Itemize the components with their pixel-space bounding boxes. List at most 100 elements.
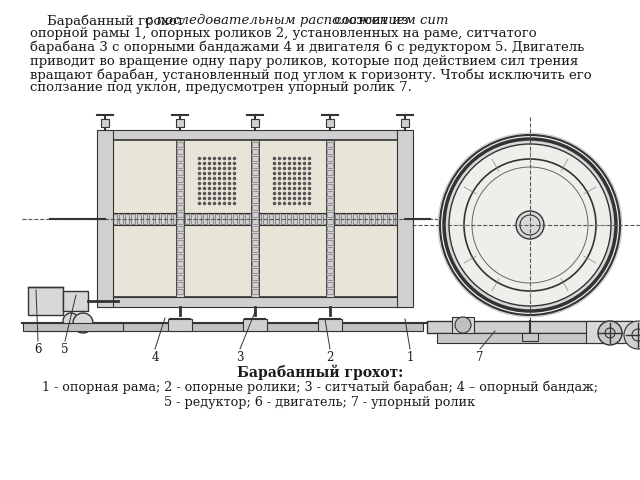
Bar	[263, 214, 267, 224]
Bar	[252, 205, 258, 210]
Bar	[400, 226, 406, 231]
Bar	[252, 177, 258, 182]
Ellipse shape	[63, 313, 79, 329]
Text: 4: 4	[151, 351, 159, 364]
Bar	[327, 205, 333, 210]
Bar	[347, 214, 351, 224]
Bar	[177, 275, 183, 280]
Bar	[102, 149, 108, 154]
Bar	[252, 233, 258, 238]
Bar	[197, 214, 201, 224]
Bar	[177, 226, 183, 231]
Bar	[400, 198, 406, 203]
Bar	[327, 191, 333, 196]
Bar	[252, 191, 258, 196]
Bar	[239, 214, 243, 224]
Bar	[327, 254, 333, 259]
Bar	[353, 214, 357, 224]
Bar	[102, 177, 108, 182]
Bar	[177, 268, 183, 273]
Bar	[400, 149, 406, 154]
Bar	[401, 214, 405, 224]
Bar	[400, 142, 406, 147]
Bar	[371, 214, 375, 224]
Bar	[252, 219, 258, 224]
Bar	[177, 170, 183, 175]
Text: состоит из: состоит из	[330, 14, 408, 27]
Bar	[293, 214, 297, 224]
Ellipse shape	[516, 211, 544, 239]
Bar	[586, 321, 636, 343]
Text: 6: 6	[35, 343, 42, 356]
Bar	[299, 214, 303, 224]
Bar	[327, 170, 333, 175]
Bar	[252, 240, 258, 245]
Text: 1 - опорная рама; 2 - опорные ролики; 3 - ситчатый барабан; 4 – опорный бандаж;: 1 - опорная рама; 2 - опорные ролики; 3 …	[42, 380, 598, 394]
Bar	[327, 261, 333, 266]
Bar	[252, 275, 258, 280]
Bar	[257, 214, 261, 224]
Bar	[125, 214, 129, 224]
Ellipse shape	[624, 321, 640, 349]
Bar	[400, 170, 406, 175]
Bar	[173, 214, 177, 224]
Text: 2: 2	[326, 351, 333, 364]
Bar	[400, 233, 406, 238]
Bar	[327, 156, 333, 161]
Bar	[327, 184, 333, 189]
Bar	[233, 214, 237, 224]
Bar	[341, 214, 345, 224]
Bar	[161, 214, 165, 224]
Bar	[329, 214, 333, 224]
Bar	[28, 287, 63, 315]
Bar	[252, 198, 258, 203]
Bar	[102, 163, 108, 168]
Bar	[252, 226, 258, 231]
Bar	[327, 149, 333, 154]
Bar	[401, 119, 409, 127]
Bar	[177, 156, 183, 161]
Bar	[177, 247, 183, 252]
Bar	[400, 205, 406, 210]
Bar	[177, 282, 183, 287]
Bar	[177, 149, 183, 154]
Bar	[177, 191, 183, 196]
Bar	[97, 130, 113, 307]
Bar	[177, 205, 183, 210]
Text: Барабанный грохот: Барабанный грохот	[30, 14, 188, 27]
Bar	[102, 212, 108, 217]
Bar	[281, 214, 285, 224]
Bar	[252, 268, 258, 273]
Bar	[400, 254, 406, 259]
Bar	[105, 213, 405, 225]
Bar	[327, 163, 333, 168]
Bar	[149, 214, 153, 224]
Bar	[400, 219, 406, 224]
Bar	[177, 163, 183, 168]
Ellipse shape	[73, 313, 93, 333]
Bar	[400, 212, 406, 217]
Bar	[252, 247, 258, 252]
Text: приводит во вращение одну пару роликов, которые под действием сил трения: приводит во вращение одну пару роликов, …	[30, 55, 579, 68]
Bar	[252, 282, 258, 287]
Bar	[400, 261, 406, 266]
Bar	[318, 319, 342, 331]
Ellipse shape	[438, 133, 622, 317]
Bar	[209, 214, 213, 224]
Bar	[252, 149, 258, 154]
Bar	[252, 156, 258, 161]
Bar	[227, 214, 231, 224]
Bar	[287, 214, 291, 224]
Text: Барабанный грохот:: Барабанный грохот:	[237, 364, 403, 380]
Bar	[427, 321, 633, 333]
Bar	[327, 247, 333, 252]
Bar	[327, 212, 333, 217]
Bar	[102, 268, 108, 273]
Bar	[176, 119, 184, 127]
Ellipse shape	[444, 139, 616, 311]
Bar	[177, 233, 183, 238]
Text: 5: 5	[61, 343, 68, 356]
Bar	[107, 214, 111, 224]
Bar	[400, 282, 406, 287]
Bar	[243, 319, 267, 331]
